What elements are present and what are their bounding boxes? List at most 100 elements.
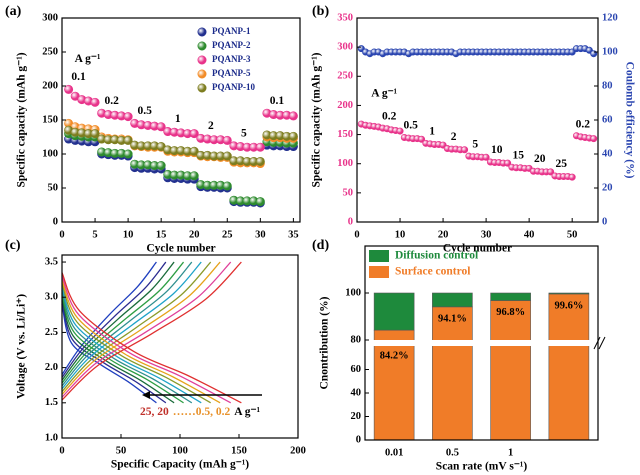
y-tick-label: 150 — [42, 114, 58, 125]
x-tick-label: 0 — [354, 229, 359, 240]
panel-label: (d) — [312, 238, 329, 253]
discharge-curve — [61, 297, 175, 404]
rate-label: 0.2 — [382, 110, 397, 122]
discharge-curve — [61, 275, 232, 404]
bar-segment — [373, 292, 415, 331]
charge-curve — [61, 261, 175, 381]
x-tick-label: 15 — [156, 229, 167, 240]
bar-segment — [432, 306, 473, 441]
data-point — [288, 111, 298, 121]
y2-tick-label: 60 — [602, 114, 613, 125]
legend-label: PQANP-2 — [212, 40, 251, 50]
rate-label: 1 — [175, 113, 181, 125]
rate-label: 20 — [534, 153, 546, 165]
charge-curve — [61, 261, 157, 376]
data-point — [418, 135, 426, 143]
rate-label: 2 — [208, 120, 214, 132]
rate-label: 0.1 — [270, 95, 285, 107]
legend-marker — [197, 69, 207, 79]
data-point — [590, 50, 598, 58]
x-tick-label: 5 — [92, 229, 97, 240]
discharge-curve — [61, 279, 221, 404]
data-point — [64, 84, 74, 94]
legend-label: PQANP-5 — [212, 68, 251, 78]
x-tick-label: 0.01 — [385, 447, 403, 458]
y2-tick-label: 80 — [602, 80, 613, 91]
value-label: 84.2% — [380, 351, 409, 362]
y-tick-label: 250 — [337, 71, 353, 82]
discharge-curve — [61, 286, 202, 404]
discharge-curve — [61, 293, 184, 404]
y-tick-label: 200 — [42, 80, 58, 91]
y-tick-label: 3.5 — [45, 256, 58, 267]
y-tick-label: 50 — [343, 187, 354, 198]
bar-segment — [490, 292, 531, 301]
value-label: 96.8% — [496, 307, 525, 318]
data-point — [255, 197, 265, 207]
legend-marker — [197, 83, 207, 93]
y-tick-label: 60 — [351, 364, 362, 375]
x-tick-label: 20 — [438, 229, 449, 240]
x-tick-label: 150 — [231, 445, 247, 456]
bar-segment — [373, 329, 415, 441]
rate-label: 0.5 — [403, 120, 418, 132]
rate-label: 15 — [512, 149, 524, 161]
x-tick-label: 30 — [255, 229, 266, 240]
x-tick-label: 25 — [222, 229, 233, 240]
y-tick-label: 200 — [337, 100, 353, 111]
legend-label: PQANP-10 — [212, 82, 255, 92]
x-tick-label: 20 — [189, 229, 200, 240]
y-tick-label: 150 — [337, 129, 353, 140]
x-tick-label: 30 — [481, 229, 492, 240]
x-tick-label: 100 — [172, 445, 188, 456]
rate-label: 1 — [429, 126, 435, 138]
value-label: 94.1% — [438, 313, 467, 324]
charge-curve — [61, 261, 167, 378]
value-label: 99.6% — [554, 300, 583, 311]
data-point — [288, 131, 298, 141]
x-tick-label: 10 — [123, 229, 134, 240]
data-point — [568, 173, 576, 181]
data-point — [189, 129, 199, 139]
data-point — [189, 171, 199, 181]
data-point — [189, 146, 199, 156]
discharge-curve — [61, 282, 212, 404]
x-tick-label: 0 — [59, 445, 64, 456]
rate-label: 5 — [472, 138, 478, 150]
panel-label: (b) — [312, 4, 329, 19]
legend-marker — [197, 55, 207, 65]
break-mark — [593, 336, 606, 350]
rate-annotation-part: A g⁻¹ — [234, 406, 260, 418]
charge-curve — [61, 261, 185, 384]
x-tick-label: 0.5 — [446, 447, 459, 458]
rate-label: 0.2 — [576, 119, 591, 131]
plot-frame — [364, 245, 599, 441]
panel-label: (a) — [5, 4, 22, 19]
data-point — [222, 151, 232, 161]
charge-curve — [61, 261, 193, 387]
x-axis-title: Scan rate (mV s⁻¹) — [436, 461, 528, 473]
bar-segment — [548, 292, 590, 295]
charge-curve — [61, 261, 202, 390]
x-tick-label: 35 — [288, 229, 299, 240]
y2-tick-label: 0 — [602, 216, 607, 227]
data-point — [156, 161, 166, 171]
data-point — [90, 129, 100, 139]
y-tick-label: 1.5 — [45, 397, 58, 408]
y-tick-label: 300 — [337, 42, 353, 53]
x-tick-label: 50 — [116, 445, 127, 456]
unit-label: A g⁻¹ — [371, 88, 397, 100]
rate-annotation: 25, 20 ……0.5, 0.2 A g⁻¹ — [140, 406, 260, 418]
y2-tick-label: 120 — [602, 12, 618, 23]
data-point — [547, 168, 555, 176]
data-point — [123, 135, 133, 145]
legend-swatch — [369, 266, 389, 278]
panel-label: (c) — [5, 238, 21, 253]
y-tick-label: 40 — [351, 387, 362, 398]
x-tick-label: 1 — [508, 447, 513, 458]
bar-segment — [490, 300, 531, 441]
axis-break — [364, 340, 599, 346]
rate-annotation-part: ……0.5, 0.2 — [173, 406, 231, 418]
x-axis-title: Specific Capacity (mAh g⁻¹) — [111, 459, 249, 471]
discharge-curve — [61, 289, 193, 404]
